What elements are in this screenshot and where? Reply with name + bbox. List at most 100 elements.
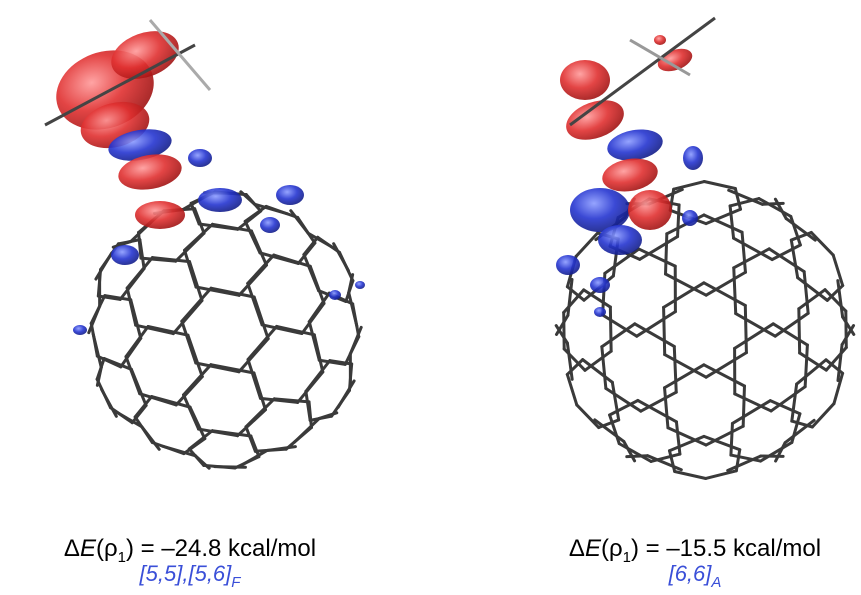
cage-bond — [248, 283, 262, 324]
cage-bond — [798, 278, 828, 301]
symbol: E — [80, 535, 97, 562]
cage-bond — [349, 275, 353, 293]
cage-bond — [775, 313, 808, 336]
rest: ) = –24.8 kcal/mol — [126, 535, 316, 562]
density-loss — [188, 149, 212, 167]
delta: Δ — [64, 535, 80, 562]
cage-bond — [627, 456, 648, 457]
cage-bond — [185, 224, 213, 250]
site-label: [6,6]A — [668, 561, 722, 591]
cage-bond — [664, 307, 665, 354]
cage-bond — [704, 182, 735, 189]
cage-bond — [706, 471, 737, 479]
density-loss — [73, 325, 87, 335]
cage-bond — [706, 353, 746, 378]
arg-sub: 1 — [118, 549, 126, 566]
panel-right — [556, 18, 854, 478]
density-gain — [560, 60, 610, 100]
cage-bond — [91, 296, 105, 324]
cage-bond — [309, 293, 329, 322]
site-label: [5,5],[5,6]F — [139, 561, 242, 591]
cage-bond — [182, 321, 196, 363]
cage-bond — [334, 244, 349, 271]
density-loss — [590, 277, 610, 293]
cage-bond — [126, 357, 140, 394]
cage-bond — [664, 283, 704, 308]
cage-bond — [556, 315, 567, 334]
density-loss — [276, 185, 304, 205]
cage-bond — [135, 417, 152, 443]
arg: (ρ — [601, 535, 623, 562]
cage-bond — [666, 234, 667, 274]
cage-bond — [105, 296, 131, 300]
cage-bond — [678, 205, 680, 237]
cage-bond — [641, 392, 676, 411]
arg: (ρ — [96, 535, 118, 562]
cage-bond — [637, 312, 676, 337]
cage-bond — [189, 449, 203, 465]
cage-bond — [304, 255, 319, 291]
arg-sub: 1 — [623, 549, 631, 566]
cage-bond — [742, 232, 745, 272]
cage-bond — [576, 233, 598, 256]
density-loss — [556, 255, 580, 275]
cage-bond — [745, 305, 746, 352]
cage-bond — [804, 272, 808, 314]
cage-bond — [797, 360, 826, 384]
cage-bond — [640, 237, 678, 260]
cage-bond — [602, 347, 606, 389]
density-loss — [682, 210, 698, 226]
density-loss — [355, 281, 365, 289]
cage-bond — [185, 250, 197, 287]
cage-bond — [743, 386, 744, 426]
cage-bond — [585, 351, 611, 370]
cage-bond — [665, 365, 704, 388]
cage-bond — [665, 388, 668, 428]
cage-bond — [118, 240, 139, 244]
cage-bond — [706, 272, 745, 295]
cage-bond — [805, 345, 807, 387]
site-text: [6,6] — [668, 561, 713, 586]
cage-bond — [731, 423, 733, 455]
density-gain — [135, 201, 185, 229]
cage-bond — [97, 379, 110, 407]
rest: ) = –15.5 kcal/mol — [631, 535, 821, 562]
density-loss — [260, 217, 280, 233]
cage-bond — [350, 327, 361, 353]
density-gain — [628, 190, 672, 230]
cage-bond — [245, 206, 266, 221]
cage-bond — [306, 361, 330, 392]
density-loss — [594, 307, 606, 317]
cage-bond — [215, 467, 246, 468]
cage-bond — [248, 360, 260, 399]
cage-bond — [735, 189, 740, 210]
cage-bond — [669, 451, 674, 472]
panel-left — [45, 20, 365, 468]
cage-bond — [309, 322, 319, 361]
cage-bond — [248, 255, 274, 283]
cage-bond — [304, 237, 318, 254]
cage-bond — [577, 405, 599, 428]
cage-bond — [349, 293, 357, 326]
cage-bond — [182, 288, 211, 321]
cage-bond — [706, 209, 740, 223]
site-sub: F — [231, 574, 241, 591]
cage-bond — [799, 309, 800, 353]
cage-bond — [245, 221, 260, 253]
site-text: [5,5],[5,6] — [139, 561, 233, 586]
cage-bond — [610, 307, 611, 351]
density-gain — [654, 35, 666, 45]
cage-bond — [669, 436, 703, 450]
cage-bond — [246, 399, 274, 427]
cage-bond — [184, 365, 211, 395]
cage-bond — [734, 268, 736, 314]
cage-bond — [706, 426, 743, 445]
cage-bond — [732, 401, 770, 424]
cage-bond — [735, 324, 774, 349]
cage-bond — [792, 384, 797, 421]
density-loss — [198, 188, 242, 212]
density-loss — [111, 245, 139, 265]
density-loss — [598, 225, 642, 255]
cage-bond — [674, 182, 705, 190]
density-loss — [329, 290, 341, 300]
